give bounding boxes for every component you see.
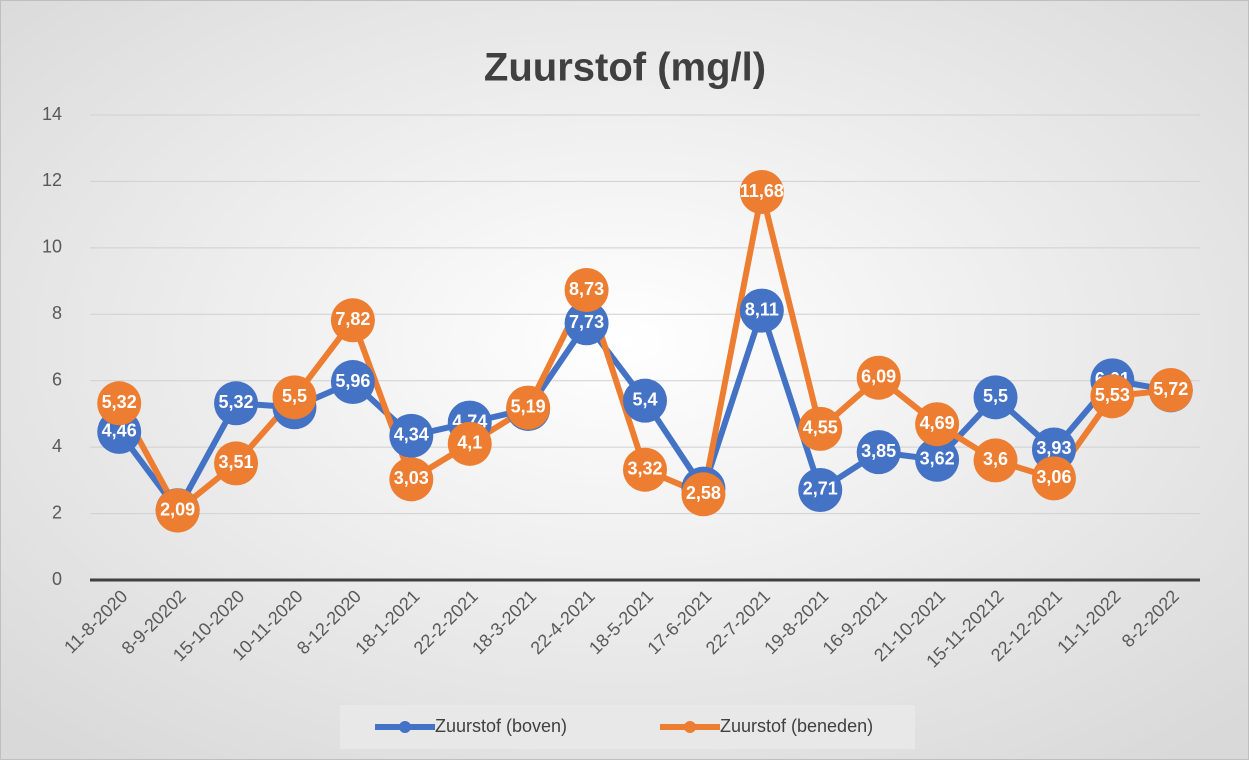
data-point bbox=[915, 437, 960, 482]
data-point bbox=[739, 288, 784, 333]
legend-marker bbox=[684, 721, 696, 733]
data-label: 6,09 bbox=[861, 366, 896, 386]
data-label: 3,6 bbox=[983, 449, 1008, 469]
data-point bbox=[389, 457, 434, 502]
data-label: 4,1 bbox=[457, 433, 482, 453]
data-point bbox=[272, 375, 317, 420]
data-label: 5,96 bbox=[335, 371, 370, 391]
data-point bbox=[389, 413, 434, 458]
data-point bbox=[623, 447, 667, 492]
data-point bbox=[1031, 456, 1076, 501]
legend-marker bbox=[399, 721, 411, 733]
data-label: 5,19 bbox=[511, 396, 546, 416]
data-point bbox=[681, 472, 726, 517]
legend-background bbox=[340, 705, 915, 749]
data-label: 3,93 bbox=[1036, 438, 1071, 458]
data-label: 8,11 bbox=[745, 299, 779, 319]
y-tick-label: 4 bbox=[52, 436, 62, 456]
data-point bbox=[447, 421, 492, 466]
y-tick-label: 12 bbox=[42, 170, 62, 190]
data-point bbox=[330, 360, 375, 405]
y-tick-label: 8 bbox=[52, 303, 62, 323]
data-label: 5,32 bbox=[102, 392, 137, 412]
data-label: 7,73 bbox=[569, 312, 604, 332]
y-tick-label: 6 bbox=[52, 369, 62, 389]
data-point bbox=[798, 406, 843, 451]
data-label: 3,85 bbox=[861, 441, 896, 461]
legend-label: Zuurstof (beneden) bbox=[720, 716, 873, 736]
data-label: 5,32 bbox=[219, 392, 254, 412]
data-label: 4,46 bbox=[102, 421, 137, 441]
data-label: 4,34 bbox=[394, 425, 429, 445]
legend-label: Zuurstof (boven) bbox=[435, 716, 567, 736]
y-tick-label: 10 bbox=[42, 237, 62, 257]
data-label: 11,68 bbox=[740, 181, 784, 201]
data-label: 7,82 bbox=[335, 309, 370, 329]
data-point bbox=[623, 378, 667, 423]
data-point bbox=[798, 467, 843, 512]
data-point bbox=[214, 381, 259, 426]
data-label: 5,53 bbox=[1095, 385, 1130, 405]
data-label: 3,62 bbox=[920, 449, 955, 469]
data-label: 4,55 bbox=[803, 418, 838, 438]
data-label: 5,72 bbox=[1153, 379, 1188, 399]
data-point bbox=[330, 298, 375, 343]
data-label: 2,09 bbox=[160, 499, 195, 519]
data-point bbox=[739, 170, 784, 215]
data-label: 3,51 bbox=[219, 452, 254, 472]
data-label: 2,71 bbox=[803, 479, 838, 499]
chart-title: Zuurstof (mg/l) bbox=[484, 46, 766, 90]
data-label: 3,06 bbox=[1036, 467, 1071, 487]
data-label: 3,03 bbox=[394, 468, 429, 488]
data-point bbox=[97, 381, 142, 426]
data-label: 8,73 bbox=[569, 279, 604, 299]
data-point bbox=[214, 441, 259, 486]
data-point bbox=[856, 430, 901, 475]
data-label: 5,5 bbox=[983, 386, 1008, 406]
data-point bbox=[155, 488, 200, 533]
data-point bbox=[915, 402, 960, 447]
data-point bbox=[856, 355, 901, 400]
data-point bbox=[564, 268, 609, 313]
data-point bbox=[506, 385, 551, 430]
data-label: 2,58 bbox=[686, 483, 721, 503]
data-label: 5,4 bbox=[632, 389, 657, 409]
data-label: 5,5 bbox=[282, 386, 307, 406]
data-label: 4,69 bbox=[920, 413, 955, 433]
data-point bbox=[1090, 374, 1135, 419]
data-point bbox=[973, 375, 1018, 420]
y-tick-label: 0 bbox=[52, 569, 62, 589]
data-label: 3,32 bbox=[627, 458, 662, 478]
data-point bbox=[1148, 368, 1193, 413]
data-point bbox=[973, 438, 1018, 483]
data-point bbox=[564, 301, 609, 346]
y-tick-label: 14 bbox=[42, 104, 62, 124]
y-tick-label: 2 bbox=[52, 502, 62, 522]
